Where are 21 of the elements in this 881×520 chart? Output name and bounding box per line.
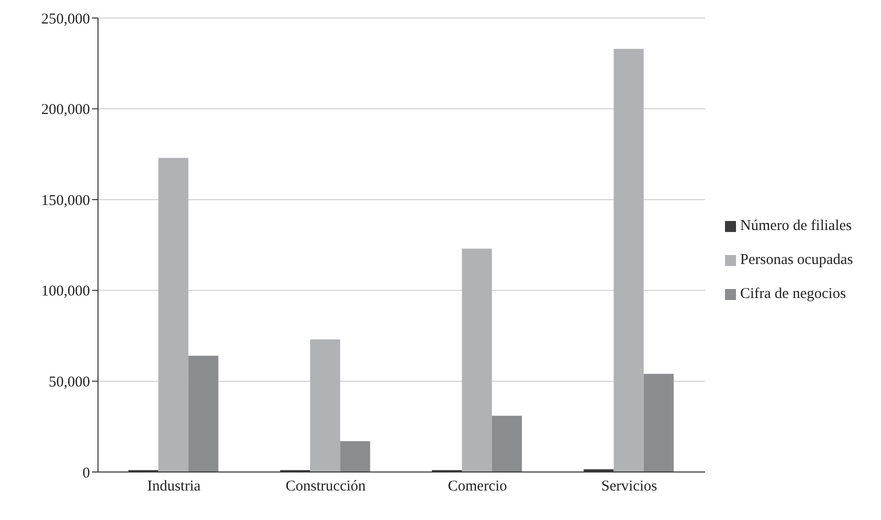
x-tick-label: Servicios — [601, 478, 658, 495]
y-tick-label: 0 — [82, 465, 90, 482]
legend-label: Personas ocupadas — [740, 252, 853, 268]
bar — [158, 158, 188, 472]
legend-label: Número de filiales — [740, 218, 852, 234]
bar — [492, 416, 522, 472]
bar — [310, 339, 340, 472]
x-tick-label: Industria — [147, 478, 201, 495]
y-tick-label: 100,000 — [41, 284, 90, 300]
y-tick-label: 250,000 — [41, 11, 90, 28]
bar — [340, 441, 370, 472]
y-tick-label: 200,000 — [41, 102, 90, 118]
bar — [188, 356, 218, 472]
legend-label: Cifra de negocios — [740, 286, 846, 302]
bar — [614, 48, 644, 472]
bar — [644, 374, 674, 472]
x-tick-label: Construcción — [286, 478, 366, 495]
y-tick-label: 50,000 — [48, 374, 90, 391]
y-tick-label: 150,000 — [41, 192, 90, 209]
x-tick-label: Comercio — [448, 478, 508, 495]
bar — [462, 248, 492, 472]
